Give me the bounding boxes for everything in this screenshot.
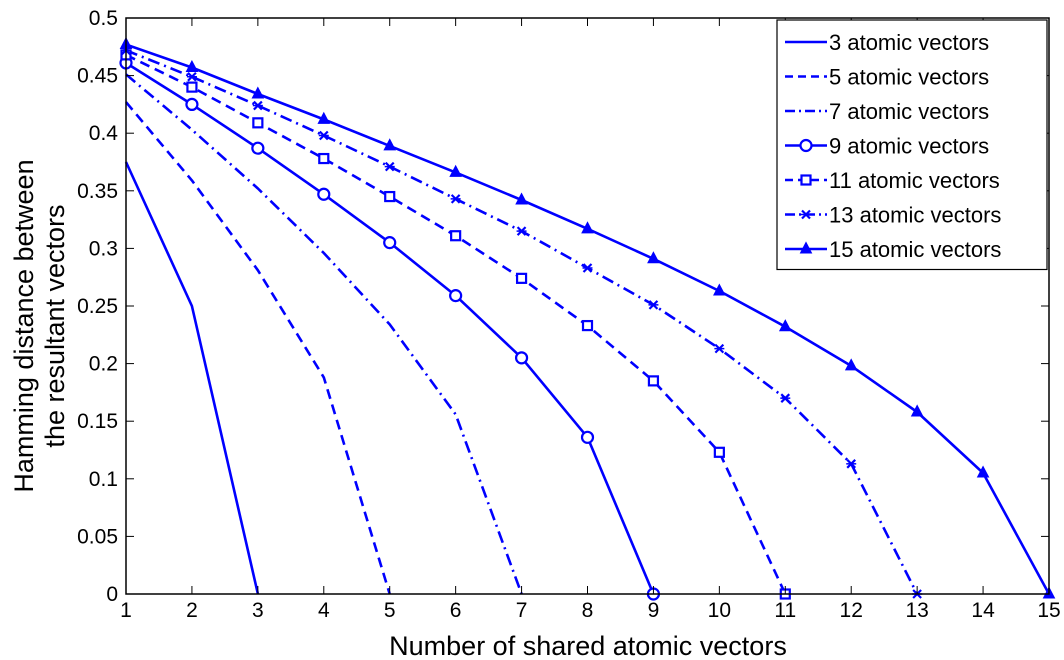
y-tick-label: 0.15 bbox=[77, 410, 118, 433]
data-point bbox=[515, 192, 528, 205]
data-point bbox=[580, 430, 595, 444]
legend-marker-sample bbox=[799, 241, 813, 254]
y-axis-label-line-1: Hamming distance between bbox=[9, 159, 39, 492]
data-point bbox=[976, 465, 990, 478]
legend-entry: 7 atomic vectors bbox=[785, 99, 989, 124]
x-tick-label: 10 bbox=[708, 599, 731, 622]
data-point bbox=[252, 100, 263, 111]
data-point bbox=[648, 300, 659, 310]
data-point bbox=[383, 138, 397, 151]
legend-entry: 3 atomic vectors bbox=[785, 30, 989, 55]
legend-entry: 11 atomic vectors bbox=[785, 168, 1000, 193]
data-point bbox=[186, 81, 198, 93]
x-tick-label: 8 bbox=[582, 599, 594, 622]
data-point bbox=[581, 221, 594, 234]
x-tick-label: 3 bbox=[252, 599, 264, 622]
x-axis-label: Number of shared atomic vectors bbox=[389, 631, 787, 660]
x-tick-label: 2 bbox=[186, 599, 198, 622]
x-tick-label: 13 bbox=[905, 599, 928, 622]
legend-label: 11 atomic vectors bbox=[829, 168, 1000, 193]
data-point bbox=[318, 130, 329, 141]
data-point bbox=[714, 343, 725, 354]
data-point bbox=[185, 59, 199, 73]
data-point bbox=[514, 351, 529, 365]
y-tick-label: 0.3 bbox=[89, 237, 118, 260]
legend-entry: 9 atomic vectors bbox=[785, 134, 989, 159]
y-tick-label: 0.05 bbox=[77, 525, 118, 548]
data-point bbox=[713, 283, 726, 296]
data-point bbox=[383, 236, 397, 250]
data-point bbox=[251, 141, 265, 155]
series-line-1 bbox=[124, 161, 260, 595]
y-tick-label: 0.35 bbox=[77, 180, 118, 203]
legend-items: 3 atomic vectors 5 atomic vectors 7 atomic… bbox=[785, 30, 1001, 262]
legend-label: 9 atomic vectors bbox=[829, 134, 989, 159]
data-point bbox=[252, 117, 264, 129]
x-tick-label: 6 bbox=[450, 599, 462, 622]
y-tick-label: 0.2 bbox=[89, 353, 118, 376]
axis-tick-labels: 1 2 3 4 5 6 7 8 9 10 11 12 13 14 1500.050.10.150.20.25… bbox=[77, 7, 1061, 622]
legend-entry: 5 atomic vectors bbox=[785, 65, 989, 90]
x-tick-label: 7 bbox=[516, 599, 528, 622]
data-point bbox=[846, 459, 857, 469]
data-point bbox=[647, 375, 660, 387]
data-point bbox=[186, 71, 197, 82]
legend: 3 atomic vectors 5 atomic vectors 7 atomic… bbox=[776, 19, 1048, 271]
legend-label: 15 atomic vectors bbox=[829, 237, 1001, 262]
data-point bbox=[384, 190, 396, 203]
y-tick-label: 0 bbox=[106, 583, 118, 606]
legend-marker-sample bbox=[801, 209, 811, 220]
data-point bbox=[515, 272, 528, 284]
data-point bbox=[384, 161, 395, 172]
data-point bbox=[647, 251, 660, 264]
data-point bbox=[251, 86, 265, 99]
data-point bbox=[713, 446, 725, 458]
legend-entry: 13 atomic vectors bbox=[785, 203, 1001, 228]
x-tick-label: 12 bbox=[840, 599, 863, 622]
legend-entry: 15 atomic vectors bbox=[785, 237, 1001, 262]
x-tick-label: 4 bbox=[318, 599, 330, 622]
series-line-2 bbox=[125, 101, 391, 595]
x-tick-label: 15 bbox=[1037, 599, 1060, 622]
data-point bbox=[449, 289, 463, 303]
x-tick-label: 14 bbox=[971, 599, 995, 622]
data-point bbox=[449, 164, 462, 177]
legend-label: 7 atomic vectors bbox=[829, 99, 989, 124]
legend-label: 5 atomic vectors bbox=[829, 65, 989, 90]
x-tick-label: 5 bbox=[384, 599, 396, 622]
data-point bbox=[780, 393, 791, 403]
data-point bbox=[317, 187, 331, 201]
y-axis-label-line-2: the resultant vectors bbox=[40, 204, 70, 447]
x-tick-label: 9 bbox=[648, 599, 660, 622]
axis-ticks bbox=[125, 17, 1050, 595]
data-point bbox=[778, 319, 792, 332]
data-point bbox=[185, 97, 199, 112]
data-point bbox=[317, 111, 331, 124]
data-point bbox=[516, 226, 527, 236]
data-point bbox=[844, 358, 858, 371]
data-point bbox=[450, 230, 462, 242]
x-tick-label: 11 bbox=[774, 599, 796, 622]
data-point bbox=[910, 404, 924, 417]
y-tick-label: 0.4 bbox=[89, 122, 119, 145]
y-tick-label: 0.1 bbox=[89, 468, 118, 491]
y-tick-label: 0.45 bbox=[77, 65, 118, 88]
data-point bbox=[450, 194, 461, 204]
legend-label: 3 atomic vectors bbox=[829, 30, 989, 55]
legend-marker-sample bbox=[799, 138, 813, 153]
legend-marker-sample bbox=[800, 174, 812, 186]
y-tick-label: 0.25 bbox=[77, 295, 118, 318]
series-markers bbox=[119, 36, 1056, 601]
x-tick-label: 1 bbox=[120, 599, 132, 622]
series-line-3 bbox=[125, 73, 523, 595]
data-point bbox=[318, 152, 330, 165]
data-point bbox=[582, 263, 593, 273]
legend-label: 13 atomic vectors bbox=[829, 203, 1001, 228]
data-point bbox=[581, 319, 594, 332]
y-tick-label: 0.5 bbox=[89, 7, 118, 30]
